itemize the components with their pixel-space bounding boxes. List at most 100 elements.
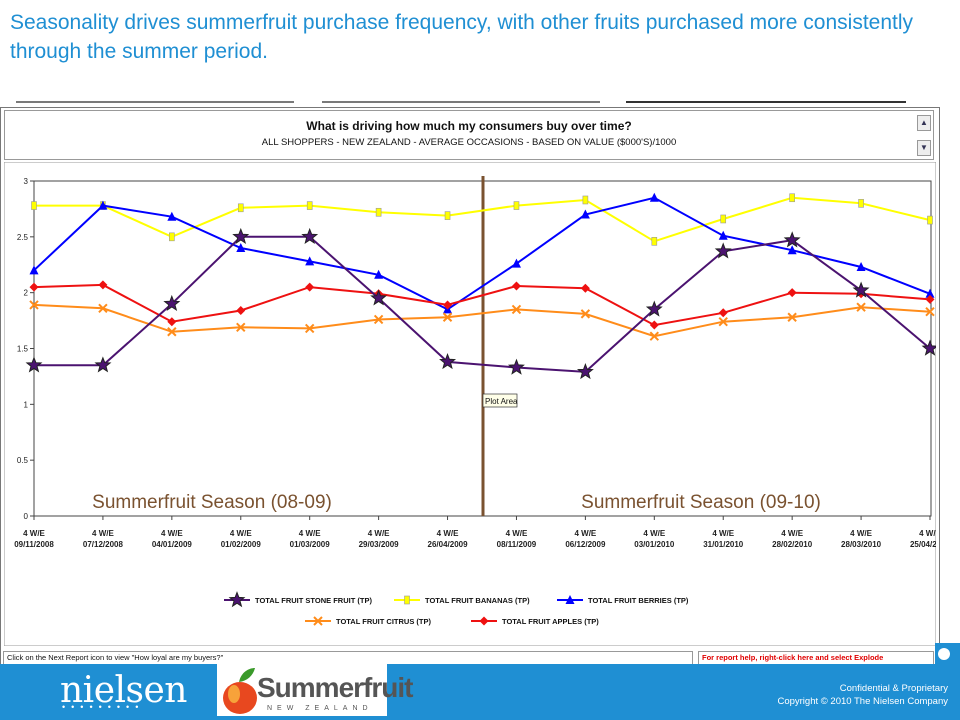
data-point-triangle [565, 595, 575, 604]
data-point-diamond [511, 281, 521, 291]
x-tick-label: 07/12/2008 [83, 540, 124, 549]
data-point-triangle [98, 200, 108, 210]
data-point-diamond [580, 283, 590, 293]
confidential-text: Confidential & Proprietary [839, 683, 948, 694]
data-point-bar [31, 201, 37, 210]
legend-item: TOTAL FRUIT BANANAS (TP) [394, 595, 530, 605]
data-point-diamond [649, 320, 659, 330]
data-point-triangle [236, 243, 246, 252]
season-label-1: Summerfruit Season (08-09) [92, 492, 332, 513]
data-point-x [313, 616, 323, 626]
report-help-hint[interactable]: For report help, right-click here and se… [698, 651, 934, 665]
data-point-diamond [787, 288, 797, 298]
legend-item: TOTAL FRUIT APPLES (TP) [471, 616, 599, 626]
nielsen-logo: nielsen [60, 670, 187, 711]
x-tick-prefix: 4 W/E [781, 529, 803, 538]
data-point-bar [444, 211, 451, 220]
data-point-x [29, 300, 39, 310]
series-4 [29, 280, 935, 330]
x-tick-label: 25/04/2010 [910, 540, 936, 549]
data-point-diamond [718, 308, 728, 318]
x-tick-label: 01/02/2009 [221, 540, 262, 549]
y-tick-label: 0 [24, 512, 29, 521]
series-line [34, 235, 931, 373]
scroll-up-icon[interactable]: ▲ [917, 115, 931, 131]
scroll-down-icon[interactable]: ▼ [917, 140, 931, 156]
data-point-star [163, 294, 181, 312]
data-point-x [718, 316, 728, 327]
legend-label: TOTAL FRUIT CITRUS (TP) [336, 617, 431, 626]
summerfruit-subtitle: NEW ZEALAND [267, 705, 373, 712]
series-layer [25, 192, 936, 380]
series-3 [29, 300, 935, 341]
data-point-triangle [925, 288, 935, 298]
x-tick-prefix: 4 W/E [506, 529, 528, 538]
data-point-star [645, 300, 663, 317]
data-point-x [787, 312, 797, 322]
data-point-star [783, 231, 801, 248]
data-point-triangle [29, 265, 39, 275]
data-point-x [925, 306, 935, 317]
footer-bar: Click on the Next Report icon to view "H… [0, 651, 940, 665]
data-point-triangle [167, 211, 177, 221]
x-tick-label: 29/03/2009 [359, 540, 400, 549]
y-tick-label: 0.5 [17, 456, 29, 465]
data-point-triangle [580, 209, 590, 219]
tab-divider [322, 101, 600, 103]
y-axis: 0 0.5 1 1.5 2 2.5 3 [17, 177, 34, 521]
data-point-bar [927, 215, 933, 225]
x-tick-prefix: 4 W/E [919, 529, 936, 538]
x-tick-label: 31/01/2010 [703, 540, 744, 549]
chart-legend: TOTAL FRUIT STONE FRUIT (TP) TOTAL FRUIT … [224, 591, 689, 626]
data-point-triangle [305, 256, 315, 266]
corner-dot-icon [938, 648, 950, 660]
x-tick-prefix: 4 W/E [574, 529, 596, 538]
data-point-x [167, 327, 177, 337]
data-point-triangle [374, 269, 384, 279]
data-point-triangle [856, 261, 866, 271]
peach-icon [223, 668, 257, 714]
x-tick-prefix: 4 W/E [643, 529, 665, 538]
legend-item: TOTAL FRUIT BERRIES (TP) [557, 595, 689, 605]
data-point-triangle [511, 258, 521, 268]
x-tick-label: 09/11/2008 [14, 540, 54, 549]
x-tick-label: 26/04/2009 [428, 540, 469, 549]
data-point-x [304, 323, 315, 334]
data-point-diamond [479, 616, 489, 626]
report-title-panel: What is driving how much my consumers bu… [4, 110, 934, 160]
x-tick-label: 08/11/2009 [497, 540, 537, 549]
data-point-diamond [236, 306, 246, 316]
data-point-triangle [787, 245, 797, 255]
season-label-2: Summerfruit Season (09-10) [581, 492, 821, 513]
data-point-star [921, 339, 936, 356]
legend-label: TOTAL FRUIT APPLES (TP) [502, 617, 599, 626]
x-tick-label: 28/03/2010 [841, 540, 882, 549]
x-tick-prefix: 4 W/E [368, 529, 390, 538]
x-tick-prefix: 4 W/E [161, 529, 183, 538]
legend-label: TOTAL FRUIT BERRIES (TP) [588, 596, 689, 605]
slide-headline: Seasonality drives summerfruit purchase … [10, 11, 914, 63]
data-point-bar [169, 232, 175, 242]
brand-footer [0, 664, 960, 720]
nielsen-dots: ••••••••• [62, 702, 145, 712]
data-point-star [576, 362, 594, 380]
series-line [33, 283, 931, 327]
legend-label: TOTAL FRUIT BANANAS (TP) [425, 596, 530, 605]
x-tick-prefix: 4 W/E [850, 529, 872, 538]
series-line [34, 196, 931, 243]
y-tick-label: 3 [24, 177, 29, 186]
data-point-triangle [649, 192, 659, 202]
tab-strip [12, 97, 920, 107]
data-point-x [649, 331, 660, 341]
tab-divider [16, 101, 294, 103]
data-point-x [98, 303, 108, 314]
next-report-hint[interactable]: Click on the Next Report icon to view "H… [3, 651, 693, 665]
data-point-star [301, 227, 319, 245]
tooltip-box [482, 393, 518, 408]
data-point-x [580, 309, 591, 319]
x-tick-label: 04/01/2009 [152, 540, 193, 549]
y-tick-label: 1 [24, 400, 29, 409]
plot-area-tooltip: Plot Area [482, 393, 518, 408]
data-point-x [373, 314, 384, 325]
data-point-star [228, 591, 246, 608]
